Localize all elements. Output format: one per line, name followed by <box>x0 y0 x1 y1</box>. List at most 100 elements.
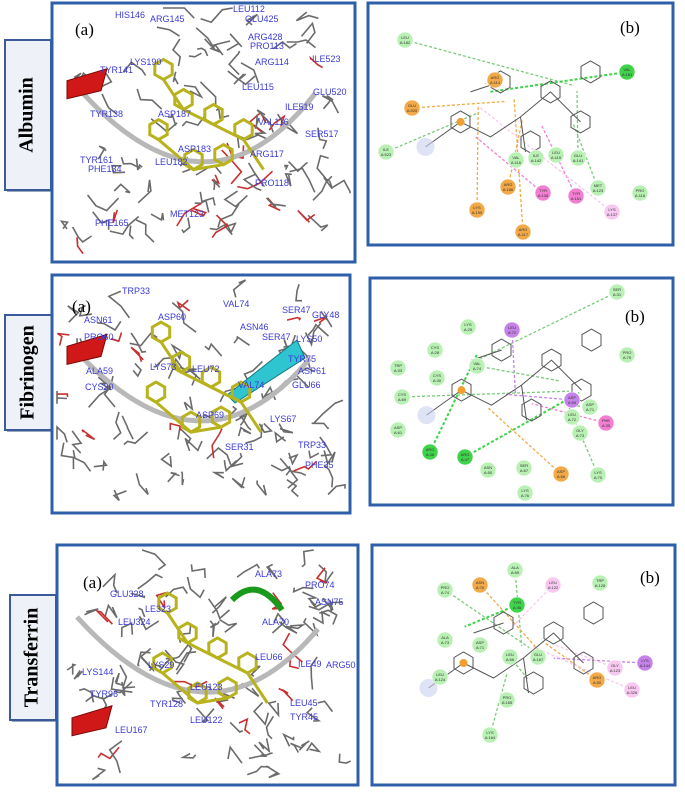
residue-stick <box>120 621 134 638</box>
residue-node <box>534 184 552 202</box>
residue-id: A:138 <box>538 193 549 198</box>
ring <box>493 611 514 635</box>
residue-label: LEU167 <box>115 725 148 735</box>
interaction-line <box>576 91 579 159</box>
residue-stick <box>306 741 322 753</box>
residue-id: A:33 <box>394 368 403 373</box>
residue-id: A:167 <box>533 657 544 662</box>
residue-label: ASP61 <box>298 366 326 376</box>
residue-node <box>547 146 565 164</box>
residue-stick <box>242 173 262 191</box>
residue-id: A:117 <box>518 232 529 237</box>
residue-label: PRO60 <box>84 332 114 342</box>
ring <box>451 378 472 402</box>
residue-label: GLY48 <box>312 310 339 320</box>
residue-name: ASP <box>476 640 484 645</box>
residue-id: A:66 <box>506 657 515 662</box>
interaction-line <box>487 407 562 475</box>
residue-id: A:141 <box>573 158 584 163</box>
residue-stick <box>213 177 221 191</box>
residue-node <box>571 424 589 442</box>
interaction-line <box>489 71 628 93</box>
residue-name: LEU <box>552 150 560 155</box>
residue-stick <box>265 715 275 740</box>
residue-stick <box>228 50 241 76</box>
residue-label: ALA70 <box>262 617 289 627</box>
residue-stick <box>91 767 107 781</box>
interactions <box>444 569 646 736</box>
residue-name: LEU <box>401 35 409 40</box>
panel-b-frame <box>370 543 677 787</box>
residue-id: A:118 <box>635 193 646 198</box>
residue-id: A:326 <box>627 690 638 695</box>
interaction-line <box>514 569 523 647</box>
residue-stick <box>295 284 302 302</box>
residue-label: LYS190 <box>130 57 161 67</box>
residue-node <box>589 179 607 197</box>
residue-name: SER <box>520 463 528 468</box>
residue-stick <box>160 452 173 468</box>
residue-stick <box>183 396 194 412</box>
residue-node <box>606 659 624 677</box>
helix-ribbon <box>71 705 113 737</box>
residue-stick <box>56 332 70 346</box>
residue-name: SER <box>613 287 621 292</box>
ligand-skeleton <box>428 622 584 694</box>
residue-stick <box>332 179 351 194</box>
residue-node <box>479 461 497 479</box>
residue-stick <box>71 226 93 243</box>
residue-name: ASN <box>476 580 484 585</box>
residue-name: LYS <box>521 488 529 493</box>
interaction-line <box>477 105 613 213</box>
residue-name: ARG <box>426 447 435 452</box>
interaction-line <box>411 100 505 109</box>
interaction-line <box>531 403 607 424</box>
backbone-ribbon <box>70 344 312 424</box>
residue-stick <box>311 422 329 429</box>
residue-label: PRO118 <box>255 178 289 188</box>
residue-name: LYS <box>486 730 494 735</box>
residue-node <box>618 63 636 81</box>
residue-stick <box>286 316 302 321</box>
residue-label: GLU520 <box>313 87 347 97</box>
residue-stick <box>112 411 122 440</box>
residue-id: A:72 <box>508 330 517 335</box>
residue-stick <box>167 113 177 126</box>
residue-name: LYS <box>641 658 649 663</box>
residue-stick <box>163 7 195 19</box>
residue-stick <box>167 471 180 483</box>
residue-stick <box>78 687 95 703</box>
interaction-line <box>489 673 508 736</box>
residue-name: ASN <box>484 465 492 470</box>
residue-id: A:114 <box>490 80 501 85</box>
protein-name: Albumin <box>16 77 38 153</box>
residue-stick <box>84 608 99 616</box>
residue-stick <box>120 156 141 170</box>
residue-id: A:70 <box>476 585 485 590</box>
residue-node <box>591 574 609 592</box>
residue-stick <box>221 149 243 185</box>
residue-stick <box>107 290 131 319</box>
residue-label: LEU122 <box>190 715 223 725</box>
residue-stick <box>200 7 233 24</box>
residue-node <box>456 448 474 466</box>
protein-name: Transferrin <box>21 608 43 708</box>
residue-stick <box>56 391 68 404</box>
residue-id: A:45 <box>513 605 522 610</box>
residue-name: ARG <box>504 182 513 187</box>
residue-stick <box>156 26 180 37</box>
residue-stick <box>223 190 248 208</box>
interaction-line <box>555 644 616 669</box>
residue-name: ASP <box>394 425 402 430</box>
residue-stick <box>219 619 238 633</box>
helix-ribbon <box>229 586 285 612</box>
residue-node <box>529 648 547 666</box>
residue-node <box>527 149 545 167</box>
residue-label: LEU66 <box>255 652 283 662</box>
residue-name: LEU <box>549 580 557 585</box>
residue-stick <box>197 47 209 57</box>
residue-id: A:29 <box>464 327 473 332</box>
ring <box>153 57 174 82</box>
residue-stick <box>137 179 152 204</box>
residue-label: MET123 <box>170 209 204 219</box>
